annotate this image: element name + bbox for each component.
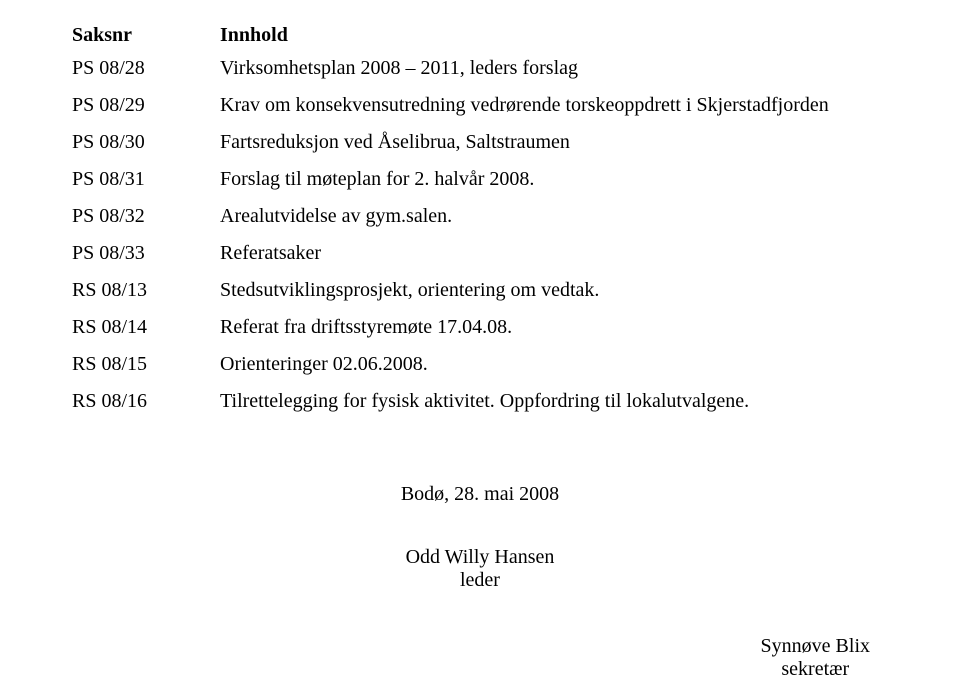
- table-row-id: RS 08/13: [72, 279, 212, 316]
- table-row-text: Referatsaker: [220, 242, 888, 279]
- table-row-id: RS 08/14: [72, 316, 212, 353]
- signature-block: Bodø, 28. mai 2008 Odd Willy Hansen lede…: [72, 483, 888, 592]
- table-row-id: PS 08/28: [72, 57, 212, 94]
- table-row-text: Stedsutviklingsprosjekt, orientering om …: [220, 279, 888, 316]
- table-row-id: RS 08/16: [72, 390, 212, 427]
- agenda-table: Saksnr Innhold PS 08/28 Virksomhetsplan …: [72, 24, 888, 427]
- table-row-id: PS 08/30: [72, 131, 212, 168]
- table-row-id: PS 08/31: [72, 168, 212, 205]
- table-row-id: PS 08/29: [72, 94, 212, 131]
- leader-name: Odd Willy Hansen: [72, 546, 888, 569]
- table-row-text: Arealutvidelse av gym.salen.: [220, 205, 888, 242]
- table-row-id: PS 08/33: [72, 242, 212, 279]
- header-saksnr: Saksnr: [72, 24, 212, 57]
- secretary-title: sekretær: [761, 658, 870, 681]
- secretary-name: Synnøve Blix: [761, 635, 870, 658]
- table-row-text: Virksomhetsplan 2008 – 2011, leders fors…: [220, 57, 888, 94]
- table-row-id: RS 08/15: [72, 353, 212, 390]
- table-row-text: Orienteringer 02.06.2008.: [220, 353, 888, 390]
- table-row-text: Forslag til møteplan for 2. halvår 2008.: [220, 168, 888, 205]
- table-row-id: PS 08/32: [72, 205, 212, 242]
- table-row-text: Tilrettelegging for fysisk aktivitet. Op…: [220, 390, 888, 427]
- table-row-text: Referat fra driftsstyremøte 17.04.08.: [220, 316, 888, 353]
- leader-title: leder: [72, 569, 888, 592]
- secretary-block: Synnøve Blix sekretær: [761, 635, 870, 681]
- place-date: Bodø, 28. mai 2008: [72, 483, 888, 506]
- table-row-text: Fartsreduksjon ved Åselibrua, Saltstraum…: [220, 131, 888, 168]
- header-innhold: Innhold: [220, 24, 888, 57]
- table-row-text: Krav om konsekvensutredning vedrørende t…: [220, 94, 888, 131]
